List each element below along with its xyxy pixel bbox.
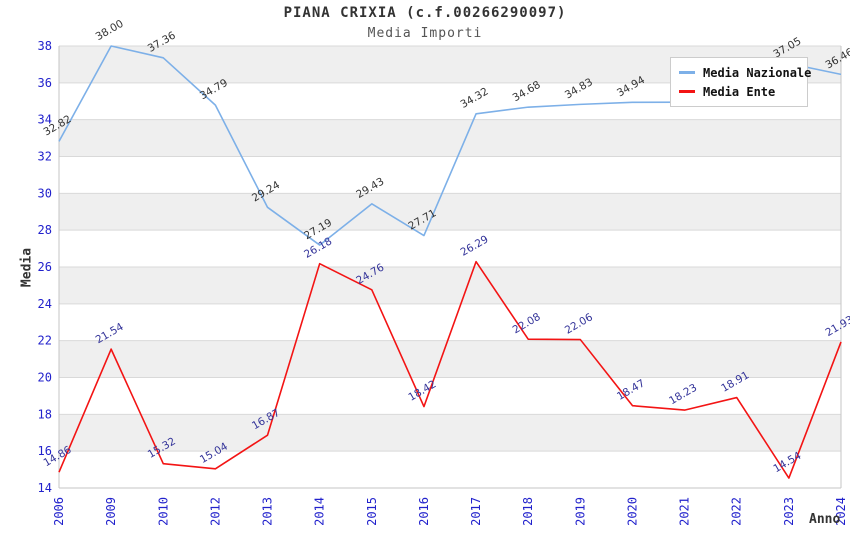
- y-tick-label: 30: [38, 186, 52, 200]
- y-tick-label: 26: [38, 260, 52, 274]
- data-label: 22.08: [511, 311, 543, 336]
- chart-subtitle: Media Importi: [367, 26, 483, 41]
- x-tick-label: 2016: [417, 497, 431, 526]
- x-tick-label: 2017: [469, 497, 483, 526]
- y-tick-label: 24: [38, 297, 52, 311]
- x-tick-label: 2019: [573, 497, 587, 526]
- x-tick-label: 2024: [834, 497, 848, 526]
- x-tick-label: 2010: [156, 497, 170, 526]
- x-tick-label: 2015: [365, 497, 379, 526]
- x-tick-label: 2006: [52, 497, 66, 526]
- x-tick-label: 2021: [678, 497, 692, 526]
- x-axis-title: Anno: [809, 512, 841, 527]
- data-label: 14.54: [771, 450, 803, 476]
- y-tick-label: 14: [38, 481, 52, 495]
- data-label: 18.23: [667, 382, 699, 407]
- x-tick-label: 2020: [625, 497, 639, 526]
- y-tick-label: 38: [38, 39, 52, 53]
- y-tick-label: 22: [38, 334, 52, 348]
- data-label: 18.47: [615, 377, 647, 402]
- chart-title: PIANA CRIXIA (c.f.00266290097): [283, 5, 567, 21]
- line-sample-icon: [679, 90, 695, 93]
- data-label: 22.06: [563, 311, 595, 337]
- y-axis-title: Media: [19, 247, 35, 288]
- x-tick-label: 2018: [521, 497, 535, 526]
- y-tick-label: 32: [38, 150, 52, 164]
- x-tick-label: 2022: [730, 497, 744, 526]
- y-tick-label: 34: [38, 113, 52, 127]
- plot-band: [59, 193, 841, 231]
- x-tick-label: 2012: [208, 497, 222, 526]
- x-tick-label: 2023: [782, 497, 796, 526]
- y-tick-label: 16: [38, 444, 52, 458]
- series-line: [58, 260, 842, 479]
- legend-label: Media Ente: [703, 84, 776, 99]
- x-tick-label: 2014: [313, 497, 327, 526]
- plot-band: [59, 119, 841, 157]
- legend[interactable]: Media Nazionale Media Ente: [670, 57, 811, 107]
- x-tick-label: 2009: [104, 497, 118, 526]
- legend-item-media-ente[interactable]: Media Ente: [679, 82, 799, 101]
- y-tick-label: 36: [38, 76, 52, 90]
- legend-label: Media Nazionale: [703, 65, 812, 80]
- data-label: 18.42: [406, 378, 438, 403]
- data-label: 26.29: [459, 233, 491, 258]
- y-tick-label: 18: [38, 407, 52, 421]
- y-tick-label: 28: [38, 223, 52, 237]
- line-sample-icon: [679, 71, 695, 74]
- plot-band: [59, 340, 841, 378]
- plot-band: [59, 414, 841, 452]
- x-tick-label: 2013: [261, 497, 275, 526]
- data-label: 34.32: [459, 85, 491, 110]
- y-tick-label: 20: [38, 371, 52, 385]
- plot-band: [59, 267, 841, 304]
- data-label: 21.93: [823, 314, 850, 339]
- legend-item-media-nazionale[interactable]: Media Nazionale: [679, 63, 811, 82]
